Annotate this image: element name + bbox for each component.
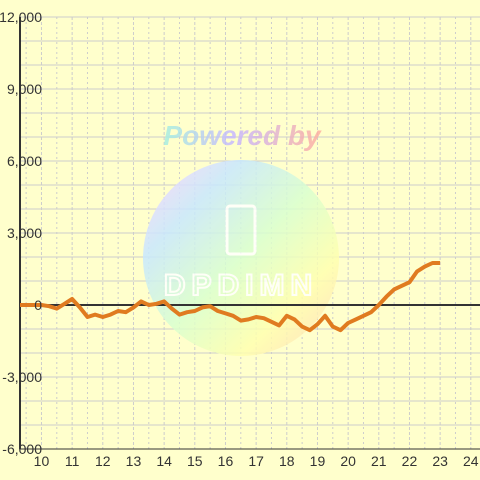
- axes: [19, 17, 480, 450]
- x-tick-label: 18: [279, 453, 295, 469]
- x-tick-label: 13: [126, 453, 142, 469]
- x-tick-label: 14: [156, 453, 172, 469]
- y-tick-label: -6,000: [2, 441, 42, 457]
- series: [20, 261, 441, 333]
- x-tick-label: 20: [340, 453, 356, 469]
- y-tick-label: 3,000: [7, 225, 42, 241]
- series-line: [20, 261, 441, 333]
- x-tick-label: 24: [463, 453, 479, 469]
- x-tick-label: 11: [65, 453, 80, 469]
- y-tick-label: 0: [34, 297, 42, 313]
- x-tick-label: 10: [34, 453, 50, 469]
- watermark-title: Powered by: [163, 120, 322, 151]
- watermark-device-icon: [225, 204, 257, 256]
- x-tick-label: 22: [402, 453, 418, 469]
- watermark-label: DPDIMN: [164, 269, 318, 302]
- x-tick-label: 12: [95, 453, 111, 469]
- x-tick-label: 23: [432, 453, 448, 469]
- y-tick-label: 12,000: [0, 9, 42, 25]
- y-tick-label: 6,000: [7, 153, 42, 169]
- x-tick-label: 16: [218, 453, 234, 469]
- x-tick-label: 15: [187, 453, 203, 469]
- y-tick-label: 9,000: [7, 81, 42, 97]
- watermark: Powered by DPDIMN: [143, 120, 339, 356]
- x-tick-label: 21: [371, 453, 387, 469]
- y-tick-label: -3,000: [2, 369, 42, 385]
- x-tick-label: 17: [248, 453, 264, 469]
- watermark-circle: [143, 160, 339, 356]
- x-tick-label: 19: [310, 453, 326, 469]
